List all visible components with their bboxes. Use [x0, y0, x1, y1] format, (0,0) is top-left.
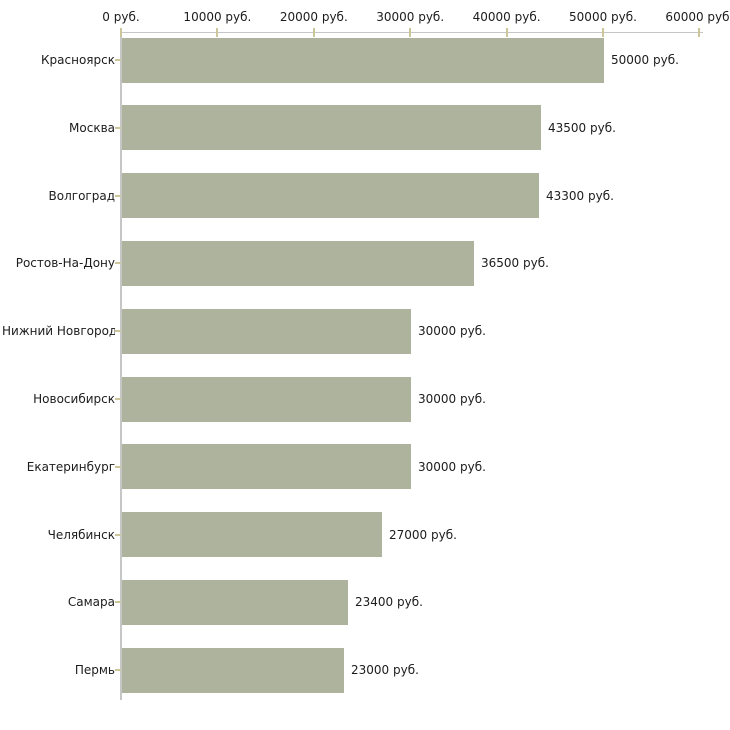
category-label: Пермь	[74, 663, 115, 677]
bar	[122, 105, 541, 150]
category-label: Самара	[67, 595, 115, 609]
y-axis-tick	[115, 262, 121, 264]
category-label: Нижний Новгород	[2, 324, 115, 338]
x-axis-tick-label: 0 руб.	[102, 10, 140, 24]
x-axis-tick	[602, 28, 604, 37]
bar	[122, 444, 411, 489]
x-axis-tick-label: 10000 руб.	[183, 10, 252, 24]
category-label: Красноярск	[41, 53, 115, 67]
bar	[122, 241, 474, 286]
bar	[122, 377, 411, 422]
x-axis-tick	[216, 28, 219, 37]
x-axis-tick-label: 50000 руб.	[569, 10, 637, 24]
value-label: 30000 руб.	[418, 392, 486, 406]
x-axis-line	[121, 32, 704, 33]
y-axis-tick	[115, 330, 121, 332]
value-label: 30000 руб.	[418, 460, 486, 474]
bar	[122, 512, 382, 557]
x-axis-tick	[120, 28, 122, 37]
y-axis-tick	[115, 59, 121, 61]
bar	[122, 173, 539, 218]
y-axis-tick	[115, 398, 121, 400]
category-label: Челябинск	[47, 528, 115, 542]
value-label: 23000 руб.	[351, 663, 419, 677]
y-axis-tick	[115, 534, 121, 536]
category-label: Екатеринбург	[26, 460, 115, 474]
x-axis-tick	[312, 28, 315, 37]
x-axis-tick-label: 40000 руб.	[472, 10, 541, 24]
x-axis-tick	[505, 28, 508, 37]
category-label: Новосибирск	[33, 392, 115, 406]
bar	[122, 648, 344, 693]
value-label: 50000 руб.	[611, 53, 679, 67]
bar	[122, 309, 411, 354]
value-label: 27000 руб.	[389, 528, 457, 542]
x-axis-tick-label: 30000 руб.	[376, 10, 445, 24]
x-axis-tick-label: 20000 руб.	[279, 10, 348, 24]
value-label: 43300 руб.	[546, 189, 614, 203]
x-axis-tick	[409, 28, 412, 37]
category-label: Волгоград	[48, 189, 115, 203]
category-label: Москва	[69, 121, 115, 135]
y-axis-tick	[115, 127, 121, 129]
category-label: Ростов-На-Дону	[15, 256, 115, 270]
bar	[122, 580, 348, 625]
y-axis-tick	[115, 195, 121, 197]
value-label: 23400 руб.	[355, 595, 423, 609]
x-axis-tick	[698, 28, 701, 37]
value-label: 30000 руб.	[418, 324, 486, 338]
value-label: 36500 руб.	[481, 256, 549, 270]
y-axis-tick	[115, 601, 121, 603]
bar	[122, 38, 604, 83]
x-axis-tick-label: 60000 руб.	[665, 10, 730, 24]
value-label: 43500 руб.	[548, 121, 616, 135]
y-axis-tick	[115, 466, 121, 468]
y-axis-line	[120, 32, 122, 700]
y-axis-tick	[115, 669, 121, 671]
